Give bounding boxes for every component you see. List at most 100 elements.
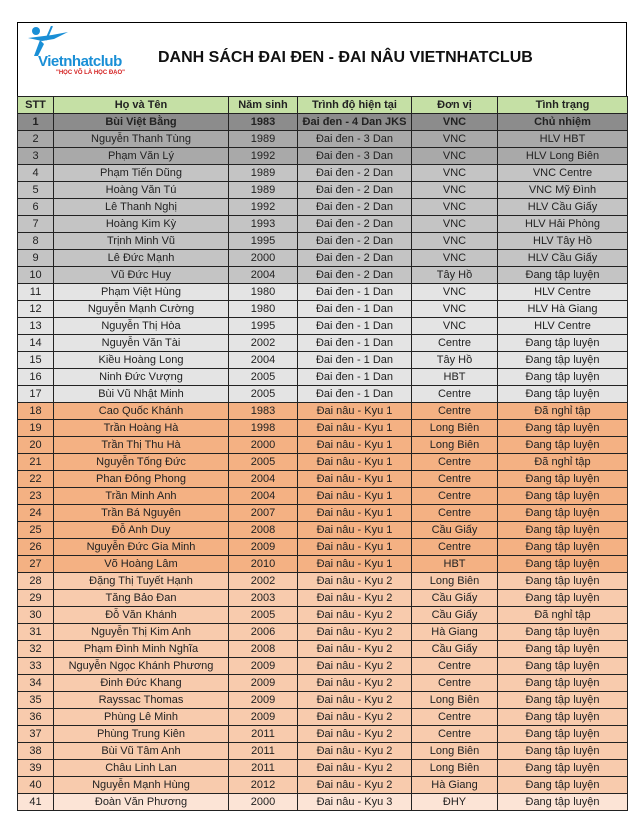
title-box: Vietnhatclub "HỌC VÕ LÀ HỌC ĐẠO" DANH SÁ… <box>17 22 627 97</box>
table-row: 28 Đặng Thị Tuyết Hạnh 2002 Đai nâu - Kyu 2… <box>17 572 628 590</box>
cell-birth-year: 1980 <box>228 300 298 318</box>
cell-stt: 28 <box>17 572 54 590</box>
cell-birth-year: 2010 <box>228 555 298 573</box>
cell-name: Nguyễn Thị Kim Anh <box>53 623 229 641</box>
cell-stt: 9 <box>17 249 54 267</box>
table-row: 10 Vũ Đức Huy 2004 Đai đen - 2 Dan Tây Hồ Đan… <box>17 266 628 284</box>
cell-unit: Cầu Giấy <box>411 521 498 539</box>
cell-birth-year: 2004 <box>228 487 298 505</box>
cell-status: Đang tập luyện <box>497 793 628 811</box>
cell-level: Đai đen - 1 Dan <box>297 351 412 369</box>
cell-level: Đai nâu - Kyu 2 <box>297 606 412 624</box>
cell-stt: 29 <box>17 589 54 607</box>
cell-name: Ninh Đức Vượng <box>53 368 229 386</box>
cell-birth-year: 2009 <box>228 674 298 692</box>
cell-status: Đang tập luyện <box>497 708 628 726</box>
table-row: 41 Đoàn Văn Phương 2000 Đai nâu - Kyu 3 ĐHY Đ… <box>17 793 628 811</box>
cell-status: Đang tập luyện <box>497 623 628 641</box>
cell-birth-year: 2005 <box>228 385 298 403</box>
cell-unit: VNC <box>411 147 498 165</box>
cell-status: Đang tập luyện <box>497 538 628 556</box>
cell-status: Đang tập luyện <box>497 266 628 284</box>
table-row: 12 Nguyễn Mạnh Cường 1980 Đai đen - 1 Dan VN… <box>17 300 628 318</box>
cell-status: HLV Long Biên <box>497 147 628 165</box>
cell-status: Đã nghỉ tập <box>497 402 628 420</box>
table-row: 38 Bùi Vũ Tâm Anh 2011 Đai nâu - Kyu 2 Long … <box>17 742 628 760</box>
cell-birth-year: 1989 <box>228 181 298 199</box>
cell-status: Đang tập luyện <box>497 691 628 709</box>
cell-status: Đang tập luyện <box>497 487 628 505</box>
cell-name: Phạm Văn Lý <box>53 147 229 165</box>
cell-unit: Long Biên <box>411 419 498 437</box>
cell-level: Đai đen - 3 Dan <box>297 130 412 148</box>
cell-status: Đang tập luyện <box>497 589 628 607</box>
cell-name: Nguyễn Đức Gia Minh <box>53 538 229 556</box>
table-row: 32 Phạm Đình Minh Nghĩa 2008 Đai nâu - Kyu … <box>17 640 628 658</box>
table-row: 2 Nguyễn Thanh Tùng 1989 Đai đen - 3 Dan VNC… <box>17 130 628 148</box>
cell-stt: 6 <box>17 198 54 216</box>
cell-birth-year: 2009 <box>228 691 298 709</box>
table-row: 20 Trần Thị Thu Hà 2000 Đai nâu - Kyu 1 Long… <box>17 436 628 454</box>
column-header-birth-year: Năm sinh <box>228 96 298 114</box>
table-row: 3 Phạm Văn Lý 1992 Đai đen - 3 Dan VNC HLV Lo… <box>17 147 628 165</box>
table-row: 13 Nguyễn Thị Hòa 1995 Đai đen - 1 Dan VNC HL… <box>17 317 628 335</box>
cell-level: Đai nâu - Kyu 3 <box>297 793 412 811</box>
cell-name: Đỗ Văn Khánh <box>53 606 229 624</box>
cell-name: Lê Đức Mạnh <box>53 249 229 267</box>
cell-stt: 23 <box>17 487 54 505</box>
cell-stt: 1 <box>17 113 54 131</box>
cell-unit: VNC <box>411 215 498 233</box>
table-row: 5 Hoàng Văn Tú 1989 Đai đen - 2 Dan VNC VNC M… <box>17 181 628 199</box>
table-header-row: STT Họ và Tên Năm sinh Trình độ hiện tại Đơn… <box>17 96 628 114</box>
cell-stt: 24 <box>17 504 54 522</box>
cell-name: Bùi Vũ Tâm Anh <box>53 742 229 760</box>
cell-name: Đinh Đức Khang <box>53 674 229 692</box>
table-row: 7 Hoàng Kim Kỳ 1993 Đai đen - 2 Dan VNC HLV H… <box>17 215 628 233</box>
cell-birth-year: 2004 <box>228 266 298 284</box>
cell-unit: HBT <box>411 368 498 386</box>
column-header-unit: Đơn vị <box>411 96 498 114</box>
cell-level: Đai nâu - Kyu 2 <box>297 742 412 760</box>
cell-birth-year: 1998 <box>228 419 298 437</box>
cell-birth-year: 1983 <box>228 402 298 420</box>
cell-status: Đang tập luyện <box>497 385 628 403</box>
cell-unit: VNC <box>411 164 498 182</box>
cell-birth-year: 1992 <box>228 198 298 216</box>
cell-status: HLV Cầu Giấy <box>497 249 628 267</box>
cell-level: Đai đen - 4 Dan JKS <box>297 113 412 131</box>
cell-stt: 39 <box>17 759 54 777</box>
column-header-status: Tình trạng <box>497 96 628 114</box>
cell-level: Đai nâu - Kyu 2 <box>297 623 412 641</box>
cell-status: Đang tập luyện <box>497 674 628 692</box>
cell-unit: VNC <box>411 181 498 199</box>
belt-list-table: STT Họ và Tên Năm sinh Trình độ hiện tại Đơn… <box>17 96 628 811</box>
cell-level: Đai đen - 1 Dan <box>297 385 412 403</box>
cell-unit: VNC <box>411 130 498 148</box>
cell-birth-year: 2009 <box>228 708 298 726</box>
cell-stt: 30 <box>17 606 54 624</box>
cell-status: Đang tập luyện <box>497 351 628 369</box>
table-row: 34 Đinh Đức Khang 2009 Đai nâu - Kyu 2 Centr… <box>17 674 628 692</box>
cell-name: Phan Đông Phong <box>53 470 229 488</box>
table-row: 26 Nguyễn Đức Gia Minh 2009 Đai nâu - Kyu 1… <box>17 538 628 556</box>
table-row: 24 Trần Bá Nguyên 2007 Đai nâu - Kyu 1 Centr… <box>17 504 628 522</box>
table-row: 25 Đỗ Anh Duy 2008 Đai nâu - Kyu 1 Cầu Giấy Đ… <box>17 521 628 539</box>
cell-level: Đai đen - 2 Dan <box>297 249 412 267</box>
table-row: 14 Nguyễn Văn Tài 2002 Đai đen - 1 Dan Centr… <box>17 334 628 352</box>
cell-status: Đang tập luyện <box>497 334 628 352</box>
cell-stt: 40 <box>17 776 54 794</box>
cell-stt: 8 <box>17 232 54 250</box>
cell-unit: Long Biên <box>411 759 498 777</box>
cell-stt: 26 <box>17 538 54 556</box>
cell-level: Đai nâu - Kyu 2 <box>297 657 412 675</box>
page-title: DANH SÁCH ĐAI ĐEN - ĐAI NÂU VIETNHATCLUB <box>158 49 533 66</box>
cell-unit: Tây Hồ <box>411 266 498 284</box>
karate-figure-icon <box>28 25 68 56</box>
cell-birth-year: 1995 <box>228 232 298 250</box>
cell-unit: Long Biên <box>411 742 498 760</box>
cell-name: Phạm Tiến Dũng <box>53 164 229 182</box>
cell-status: Đang tập luyện <box>497 725 628 743</box>
cell-stt: 4 <box>17 164 54 182</box>
cell-name: Võ Hoàng Lâm <box>53 555 229 573</box>
cell-birth-year: 2004 <box>228 470 298 488</box>
